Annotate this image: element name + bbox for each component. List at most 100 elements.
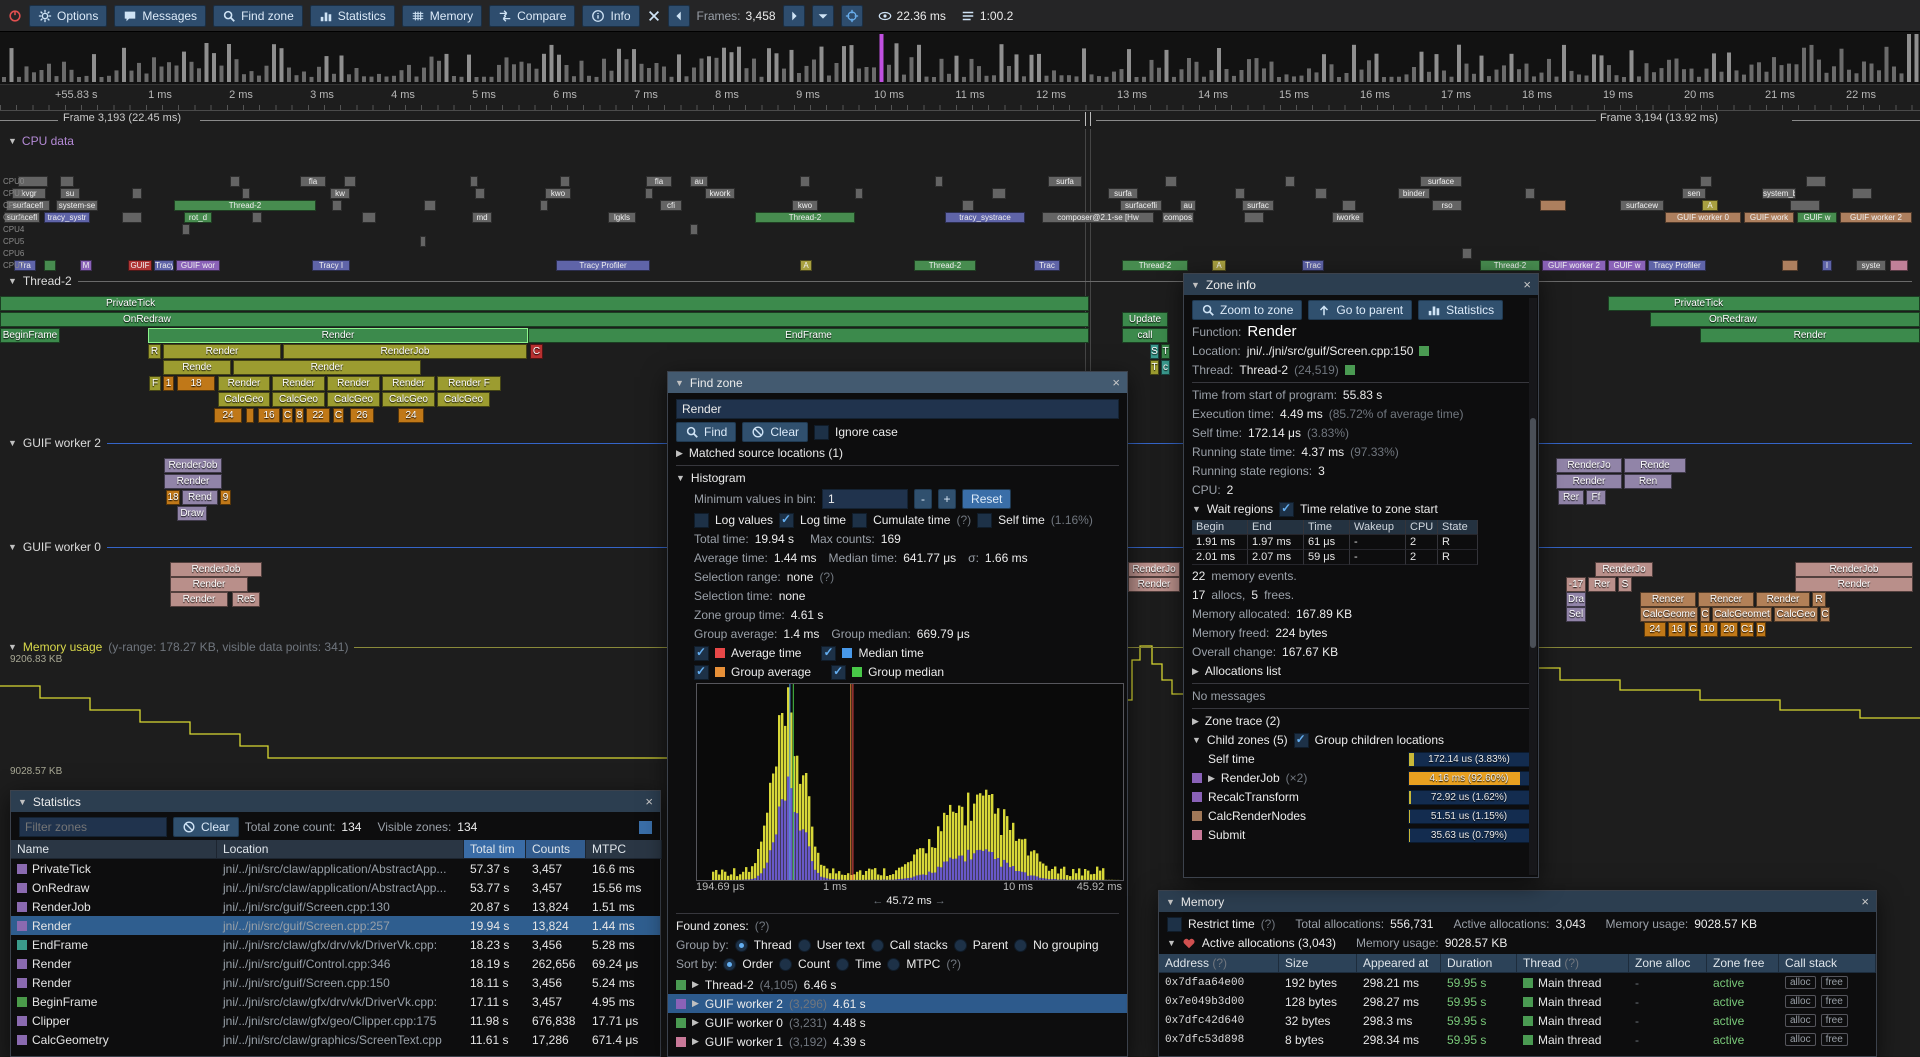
stats-row[interactable]: OnRedraw jni/../jni/src/claw/application/…: [11, 878, 660, 897]
cpu-zone[interactable]: surfacefl: [6, 200, 50, 211]
group-by-radio-call-stacks[interactable]: [870, 938, 884, 952]
toolbar-button-info[interactable]: Info: [582, 4, 640, 27]
close-icon[interactable]: ×: [1523, 277, 1531, 292]
cpu-zone[interactable]: kw: [330, 188, 350, 199]
zone-renderjo[interactable]: RenderJo: [1556, 458, 1622, 473]
cpu-zone[interactable]: [1285, 176, 1295, 187]
cpu-zone[interactable]: GUIF worker 2: [1840, 212, 1912, 223]
zone-c[interactable]: C: [282, 408, 293, 423]
reset-button[interactable]: Reset: [962, 489, 1012, 509]
cpu-zone[interactable]: [132, 188, 142, 199]
cpu-zone[interactable]: GUIF work: [1744, 212, 1794, 223]
restrict-time-checkbox[interactable]: [1167, 916, 1182, 932]
cpu-zone[interactable]: [242, 188, 250, 199]
cpu-zone[interactable]: [1890, 260, 1908, 271]
cpu-zone[interactable]: rot_d: [184, 212, 212, 223]
cpu-zone[interactable]: surfa: [1108, 188, 1138, 199]
zone-trace-toggle[interactable]: ▶ Zone trace (2): [1192, 713, 1530, 729]
cpu-zone[interactable]: surfacefl: [4, 212, 40, 223]
cpu-zone[interactable]: [420, 236, 426, 247]
cpu-zone[interactable]: [44, 260, 56, 271]
cpu-zone[interactable]: A: [1702, 200, 1718, 211]
scrollbar-thumb[interactable]: [1530, 418, 1536, 648]
toolbar-button-find-zone[interactable]: Find zone: [213, 4, 303, 27]
zone-render[interactable]: Render: [1756, 592, 1810, 607]
free-callstack-button[interactable]: free: [1820, 995, 1848, 1008]
zone-rende[interactable]: Rende: [163, 360, 231, 375]
zone-calcgeo[interactable]: CalcGeo: [382, 392, 435, 407]
cpu-zone[interactable]: [935, 176, 943, 187]
cpu-zone[interactable]: lgkls: [608, 212, 636, 223]
alloc-callstack-button[interactable]: alloc: [1785, 1033, 1816, 1046]
alloc-column-size[interactable]: Size: [1279, 954, 1357, 973]
ignore-case-checkbox[interactable]: [814, 424, 830, 440]
cpu-zone[interactable]: Tra: [14, 260, 36, 271]
cpu-zone[interactable]: md: [472, 212, 492, 223]
zone-calcgeo[interactable]: CalcGeo: [327, 392, 380, 407]
alloc-column-duration[interactable]: Duration: [1441, 954, 1517, 973]
stats-column-counts[interactable]: Counts: [526, 840, 586, 859]
wait-regions-toggle[interactable]: ▼ Wait regions Time relative to zone sta…: [1192, 501, 1530, 517]
tools-icon[interactable]: [647, 9, 661, 23]
cpu-zone[interactable]: surface: [1420, 176, 1462, 187]
zone-render[interactable]: Render: [272, 376, 325, 391]
zone-endframe[interactable]: EndFrame: [528, 328, 1089, 343]
find-zone-titlebar[interactable]: ▼ Find zone ×: [668, 372, 1127, 393]
child-zones-toggle[interactable]: ▼ Child zones (5) Group children locatio…: [1192, 732, 1530, 748]
alloc-column-appeared-at[interactable]: Appeared at: [1357, 954, 1441, 973]
zone-beginframe[interactable]: BeginFrame: [0, 328, 60, 343]
cpu-zone[interactable]: [1244, 212, 1264, 223]
cpu-zone[interactable]: Trac: [1302, 260, 1324, 271]
cpu-zone[interactable]: Thread-2: [914, 260, 976, 271]
min-bin-input[interactable]: [822, 489, 909, 509]
cpu-zone[interactable]: kwo: [545, 188, 571, 199]
stats-row[interactable]: PrivateTick jni/../jni/src/claw/applicati…: [11, 859, 660, 878]
stats-mode-badge[interactable]: [639, 820, 652, 834]
zone-render[interactable]: Render: [164, 474, 222, 489]
active-allocations-toggle[interactable]: ▼ Active allocations (3,043) Memory usag…: [1167, 936, 1508, 950]
toolbar-button-compare[interactable]: Compare: [489, 4, 576, 27]
zone-render[interactable]: Render: [148, 328, 528, 343]
scrollbar[interactable]: [1529, 298, 1537, 875]
focus-frame-button[interactable]: [840, 4, 863, 27]
stats-row[interactable]: Render jni/../jni/src/guif/Screen.cpp:150…: [11, 973, 660, 992]
cpu-zone[interactable]: kvgr: [12, 188, 46, 199]
toolbar-button-messages[interactable]: Messages: [114, 4, 207, 27]
zone-rend[interactable]: Rend: [182, 490, 218, 505]
find-button[interactable]: Find: [676, 422, 737, 442]
alloc-callstack-button[interactable]: alloc: [1785, 976, 1816, 989]
min-bin-plus-button[interactable]: +: [938, 489, 957, 509]
zone-renderjo[interactable]: RenderJo: [1595, 562, 1653, 577]
zone-c[interactable]: c: [1161, 360, 1170, 375]
cpu-zone[interactable]: compos: [1162, 212, 1194, 223]
cpu-zone[interactable]: GUIF worker 0: [1665, 212, 1741, 223]
zone-info-titlebar[interactable]: ▼ Zone info ×: [1184, 274, 1538, 295]
cpu-zone[interactable]: binder: [1398, 188, 1430, 199]
cpu-zone[interactable]: M: [80, 260, 92, 271]
cpu-zone[interactable]: GUIF w: [1608, 260, 1646, 271]
histogram-toggle[interactable]: ▼ Histogram: [676, 470, 1119, 486]
cpu-zone[interactable]: Tracy Profiler: [556, 260, 650, 271]
cpu-zone[interactable]: Tracy Profiler: [1648, 260, 1706, 271]
cpu-zone[interactable]: [1700, 176, 1712, 187]
allocation-row[interactable]: 0x7dfc53d898 8 bytes 298.34 ms 59.95 s Main …: [1159, 1030, 1876, 1049]
zone-24[interactable]: 24: [214, 408, 242, 423]
next-frame-button[interactable]: [782, 4, 805, 27]
zone-privatetick[interactable]: PrivateTick: [1608, 296, 1920, 311]
log-values-checkbox[interactable]: [694, 512, 709, 528]
cpu-zone[interactable]: kwork: [705, 188, 735, 199]
power-icon[interactable]: [8, 9, 22, 23]
cpu-zone[interactable]: surfacew: [1620, 200, 1664, 211]
allocation-row[interactable]: 0x7e049b3d00 128 bytes 298.27 ms 59.95 s Mai…: [1159, 992, 1876, 1011]
zone-renderjob[interactable]: RenderJob: [1795, 562, 1913, 577]
zone-16[interactable]: 16: [258, 408, 280, 423]
filter-zones-input[interactable]: [19, 817, 167, 837]
zone-render[interactable]: Render: [1795, 577, 1913, 592]
cpu-zone[interactable]: [18, 176, 48, 187]
cpu-zone[interactable]: surfac: [1242, 200, 1274, 211]
child-zone-row[interactable]: RecalcTransform 72.92 us (1.62%): [1192, 789, 1530, 805]
zone-ren[interactable]: Ren: [1624, 474, 1672, 489]
zone-re5[interactable]: Re5: [232, 592, 260, 607]
cpu-zone[interactable]: [362, 212, 376, 223]
sort-by-radio-order[interactable]: [723, 957, 737, 971]
